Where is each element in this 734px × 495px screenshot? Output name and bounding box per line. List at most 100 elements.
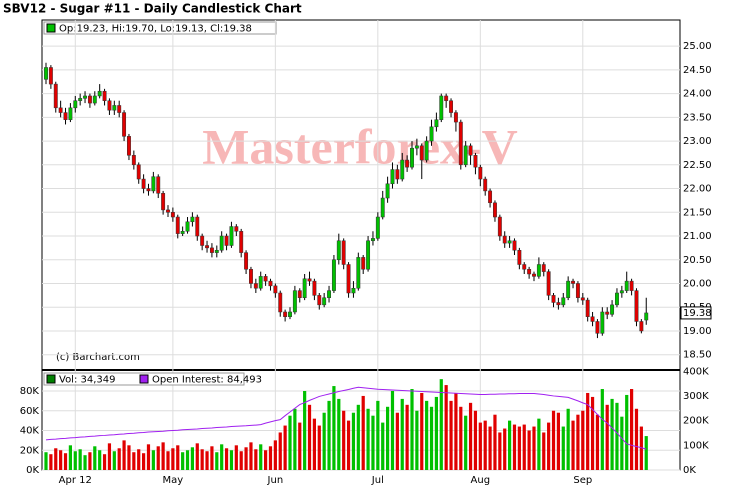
- candle-body: [283, 311, 288, 317]
- candle-body: [331, 259, 336, 291]
- volume-bar: [151, 450, 155, 470]
- volume-bar: [420, 392, 424, 470]
- volume-bar: [54, 448, 58, 470]
- volume-bar: [254, 449, 258, 470]
- candle-body: [156, 176, 161, 194]
- candle-body: [473, 155, 478, 168]
- candle-body: [434, 119, 439, 128]
- candle-body: [219, 235, 224, 251]
- candle-body: [302, 278, 307, 298]
- legend-label: Open Interest: 84,493: [152, 375, 262, 386]
- candle-body: [502, 235, 507, 244]
- candle-body: [141, 178, 146, 189]
- candle-body: [634, 290, 639, 322]
- candle-body: [439, 95, 444, 120]
- candle-body: [488, 190, 493, 204]
- candle-body: [268, 280, 273, 287]
- volume-bar: [181, 452, 185, 470]
- volume-bar: [224, 448, 229, 470]
- volume-bar: [342, 410, 346, 470]
- candle-body: [453, 112, 458, 123]
- candle-body: [497, 216, 502, 237]
- volume-bar: [132, 452, 136, 470]
- y2-tick-label: 200K: [683, 416, 709, 427]
- legend-swatch: [46, 374, 56, 384]
- candle-body: [532, 273, 536, 277]
- volume-bar: [244, 447, 248, 470]
- volume-bar: [586, 392, 590, 470]
- candle-body: [87, 95, 92, 104]
- volume-bar: [449, 400, 453, 470]
- volume-bar: [122, 440, 126, 470]
- y-tick-label: 40K: [20, 426, 40, 437]
- volume-bar: [542, 432, 546, 470]
- candle-body: [507, 240, 512, 244]
- candle-body: [405, 159, 410, 168]
- candle-body: [366, 240, 371, 270]
- candle-body: [92, 95, 97, 104]
- volume-bar: [620, 416, 624, 470]
- volume-bar: [337, 398, 341, 470]
- volume-bar: [93, 446, 97, 470]
- candle-body: [610, 304, 615, 315]
- candle-body: [546, 271, 551, 296]
- volume-bar: [264, 450, 268, 470]
- candle-body: [146, 188, 151, 192]
- volume-bar: [298, 422, 302, 470]
- volume-bar: [493, 414, 497, 470]
- y-tick-label: 23.50: [683, 112, 712, 123]
- candle-body: [624, 280, 629, 291]
- volume-bar: [161, 442, 165, 470]
- y2-tick-label: 300K: [683, 391, 709, 402]
- candle-body: [107, 100, 112, 111]
- volume-bar: [303, 391, 307, 470]
- volume-bar: [293, 408, 297, 470]
- volume-bar: [390, 391, 395, 470]
- legend-box: [43, 21, 277, 35]
- candle-body: [63, 112, 68, 120]
- y-tick-label: 21.50: [683, 207, 712, 218]
- legend-swatch: [46, 23, 56, 33]
- candle-body: [136, 164, 141, 180]
- candle-body: [371, 238, 375, 242]
- volume-bar: [405, 404, 409, 470]
- candle-body: [346, 264, 351, 294]
- y-tick-label: 60K: [20, 406, 40, 417]
- volume-bar: [366, 408, 370, 470]
- candle-body: [605, 311, 610, 315]
- candle-body: [73, 100, 78, 109]
- candle-body: [263, 276, 268, 282]
- volume-bar: [112, 451, 116, 470]
- volume-bar: [78, 449, 82, 470]
- volume-bar: [444, 385, 448, 470]
- candle-body: [522, 264, 527, 270]
- volume-bar: [200, 449, 204, 470]
- last-price-box: [680, 306, 712, 320]
- candle-body: [424, 140, 429, 161]
- y-tick-label: 80K: [20, 386, 40, 397]
- volume-bar: [556, 412, 560, 470]
- volume-bar: [376, 400, 380, 470]
- volume-bar: [327, 400, 331, 470]
- volume-bar: [517, 426, 521, 470]
- candle-body: [644, 312, 649, 321]
- volume-bar: [395, 412, 399, 470]
- candle-body: [102, 90, 107, 101]
- candle-body: [493, 202, 497, 218]
- volume-bar: [590, 396, 595, 470]
- candle-body: [131, 155, 136, 166]
- candle-body: [551, 295, 556, 303]
- candle-body: [209, 247, 214, 253]
- volume-bar: [73, 451, 77, 470]
- x-tick-label: Aug: [471, 475, 491, 486]
- candle-body: [112, 105, 117, 111]
- y-tick-label: 0K: [26, 465, 39, 476]
- volume-bar: [220, 444, 224, 470]
- candle-body: [590, 316, 595, 322]
- candle-body: [541, 264, 546, 272]
- volume-bar: [415, 410, 419, 470]
- y-tick-label: 21.00: [683, 231, 712, 242]
- candle-body: [595, 321, 600, 334]
- legend-label: Vol: 34,349: [59, 375, 116, 386]
